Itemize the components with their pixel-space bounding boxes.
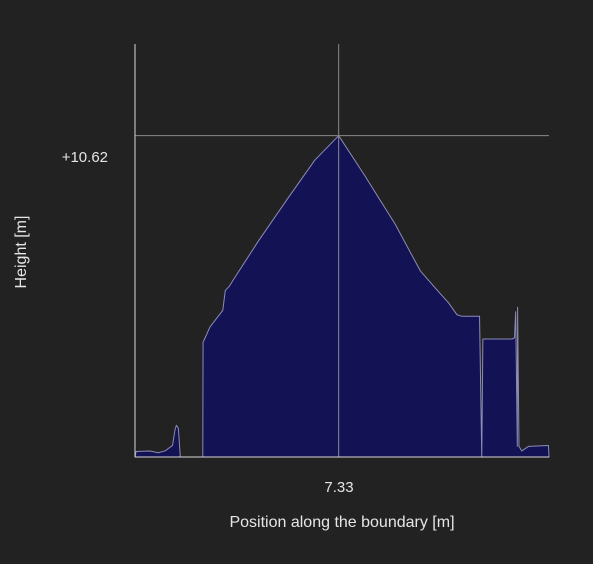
axes [134,44,549,458]
y-axis-label: Height [m] [13,216,30,289]
y-marker-tick-label: +10.62 [62,149,108,166]
plot-area [134,44,550,458]
labels: 7.33 +10.62 Position along the boundary … [13,149,455,531]
height-profile-area [134,135,550,458]
x-marker-tick-label: 7.33 [324,479,353,496]
x-axis-label: Position along the boundary [m] [229,514,454,531]
